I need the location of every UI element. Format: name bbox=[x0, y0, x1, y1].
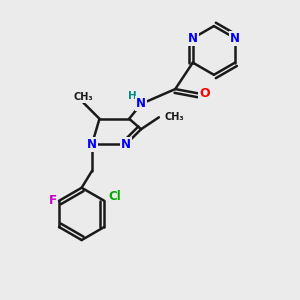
Text: N: N bbox=[87, 138, 97, 151]
Text: Cl: Cl bbox=[108, 190, 121, 203]
Text: N: N bbox=[136, 98, 146, 110]
Text: CH₃: CH₃ bbox=[73, 92, 93, 102]
Text: N: N bbox=[188, 32, 198, 45]
Text: N: N bbox=[230, 32, 240, 45]
Text: CH₃: CH₃ bbox=[164, 112, 184, 122]
Text: H: H bbox=[128, 91, 137, 100]
Text: F: F bbox=[48, 194, 56, 207]
Text: O: O bbox=[199, 87, 210, 100]
Text: N: N bbox=[121, 138, 131, 151]
